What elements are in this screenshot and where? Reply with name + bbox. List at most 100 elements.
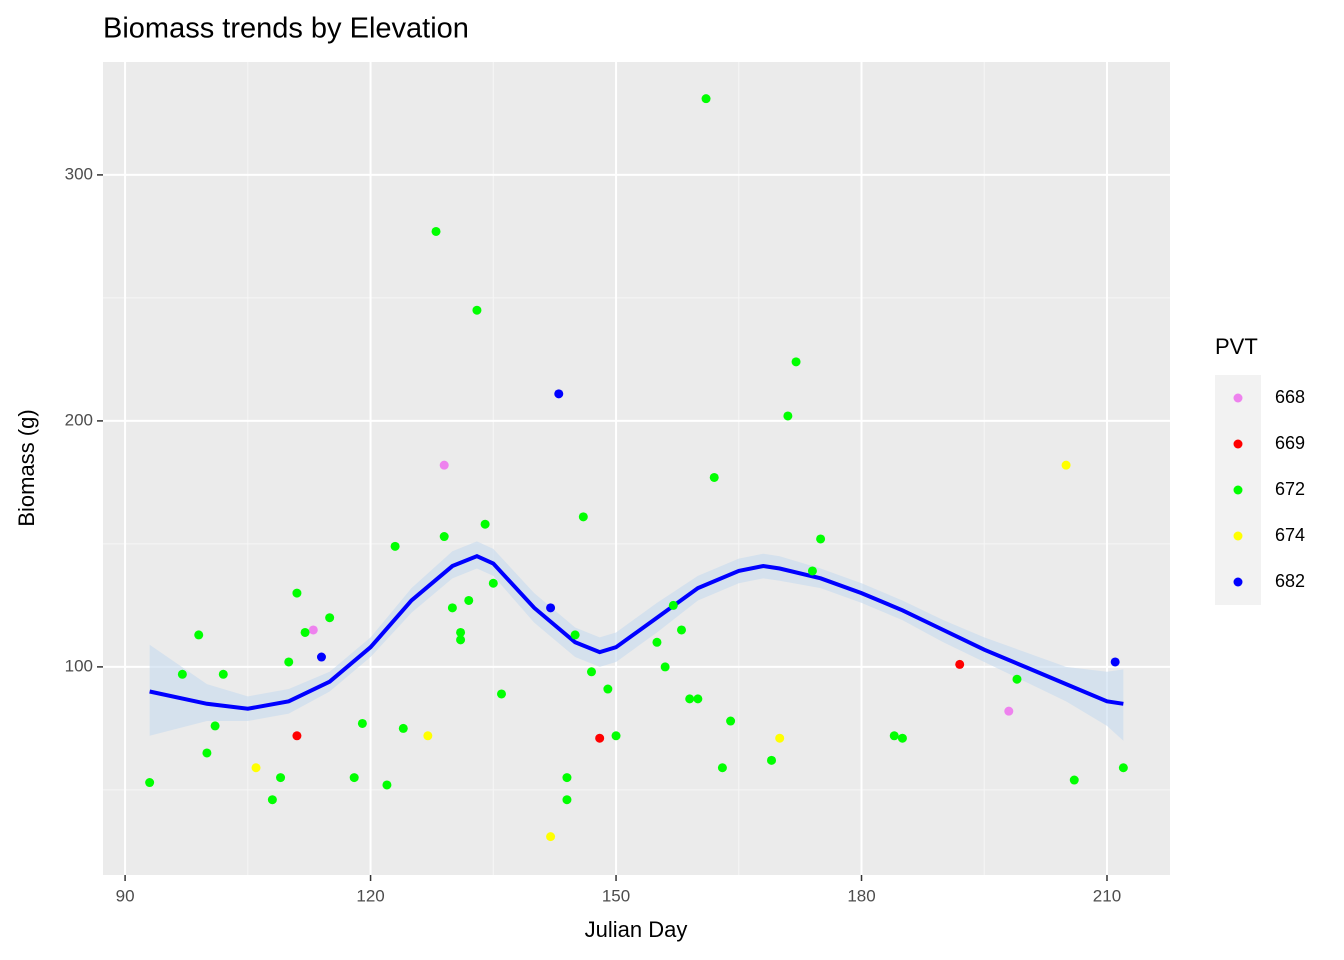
smooth-band [149, 541, 1124, 741]
legend-label: 672 [1275, 479, 1305, 499]
y-tick-label: 100 [65, 656, 93, 675]
point [717, 763, 727, 773]
point [701, 94, 711, 104]
point [889, 731, 899, 741]
point [398, 723, 408, 733]
point [145, 778, 155, 788]
point [1004, 706, 1014, 716]
point [423, 731, 433, 741]
point [570, 630, 580, 640]
point [595, 733, 605, 743]
point [807, 566, 817, 576]
x-tick-label: 150 [602, 886, 630, 905]
point [292, 588, 302, 598]
grid [103, 62, 1170, 875]
point [611, 731, 621, 741]
point [456, 635, 466, 645]
legend-swatch [1233, 577, 1243, 587]
point [316, 652, 326, 662]
legend-label: 682 [1275, 571, 1305, 591]
point [472, 305, 482, 315]
point [276, 773, 286, 783]
y-tick-label: 200 [65, 410, 93, 429]
x-tick-label: 120 [356, 886, 384, 905]
point [382, 780, 392, 790]
point [218, 669, 228, 679]
point [816, 534, 826, 544]
point [284, 657, 294, 667]
y-tick-label: 300 [65, 164, 93, 183]
panel [103, 62, 1170, 875]
point [357, 718, 367, 728]
point [546, 603, 556, 613]
point [1069, 775, 1079, 785]
point [775, 733, 785, 743]
smooth-band-group [149, 541, 1124, 741]
x-axis-title: Julian Day [585, 917, 688, 942]
point [308, 625, 318, 635]
point [1061, 460, 1071, 470]
point [709, 472, 719, 482]
axes: 90 120 150 180 210 100 200 300 [65, 164, 1122, 905]
point [586, 667, 596, 677]
x-tick-label: 90 [116, 886, 135, 905]
point [390, 541, 400, 551]
y-axis-title: Biomass (g) [14, 409, 39, 526]
point [431, 226, 441, 236]
x-tick-label: 210 [1093, 886, 1121, 905]
point [783, 411, 793, 421]
chart-title: Biomass trends by Elevation [103, 13, 469, 45]
point [677, 625, 687, 635]
legend-label: 674 [1275, 525, 1305, 545]
point [562, 795, 572, 805]
legend: PVT 668 669 672 674 682 [1215, 334, 1305, 605]
point [202, 748, 212, 758]
legend-swatch [1233, 393, 1243, 403]
point [496, 689, 506, 699]
legend-swatch [1233, 485, 1243, 495]
smooth-line-group [149, 554, 1124, 711]
point [668, 600, 678, 610]
point [292, 731, 302, 741]
point [693, 694, 703, 704]
point [578, 512, 588, 522]
point [210, 721, 220, 731]
point [726, 716, 736, 726]
point [1110, 657, 1120, 667]
point [267, 795, 277, 805]
point [603, 684, 613, 694]
legend-title: PVT [1215, 334, 1258, 359]
legend-swatch [1233, 531, 1243, 541]
smooth-line [149, 554, 1124, 711]
point [194, 630, 204, 640]
point [447, 603, 457, 613]
point [349, 773, 359, 783]
point [546, 832, 556, 842]
point [767, 755, 777, 765]
point [1118, 763, 1128, 773]
point [660, 662, 670, 672]
legend-label: 669 [1275, 433, 1305, 453]
point [480, 519, 490, 529]
point [325, 613, 335, 623]
point [955, 659, 965, 669]
point [177, 669, 187, 679]
point [300, 627, 310, 637]
point [791, 357, 801, 367]
points [145, 94, 1128, 842]
legend-label: 668 [1275, 387, 1305, 407]
point [439, 460, 449, 470]
point [554, 389, 564, 399]
point [1012, 674, 1022, 684]
point [897, 733, 907, 743]
point [439, 532, 449, 542]
point [562, 773, 572, 783]
x-tick-label: 180 [847, 886, 875, 905]
point [652, 637, 662, 647]
point [464, 595, 474, 605]
point [456, 627, 466, 637]
legend-swatch [1233, 439, 1243, 449]
point [488, 578, 498, 588]
point [251, 763, 261, 773]
